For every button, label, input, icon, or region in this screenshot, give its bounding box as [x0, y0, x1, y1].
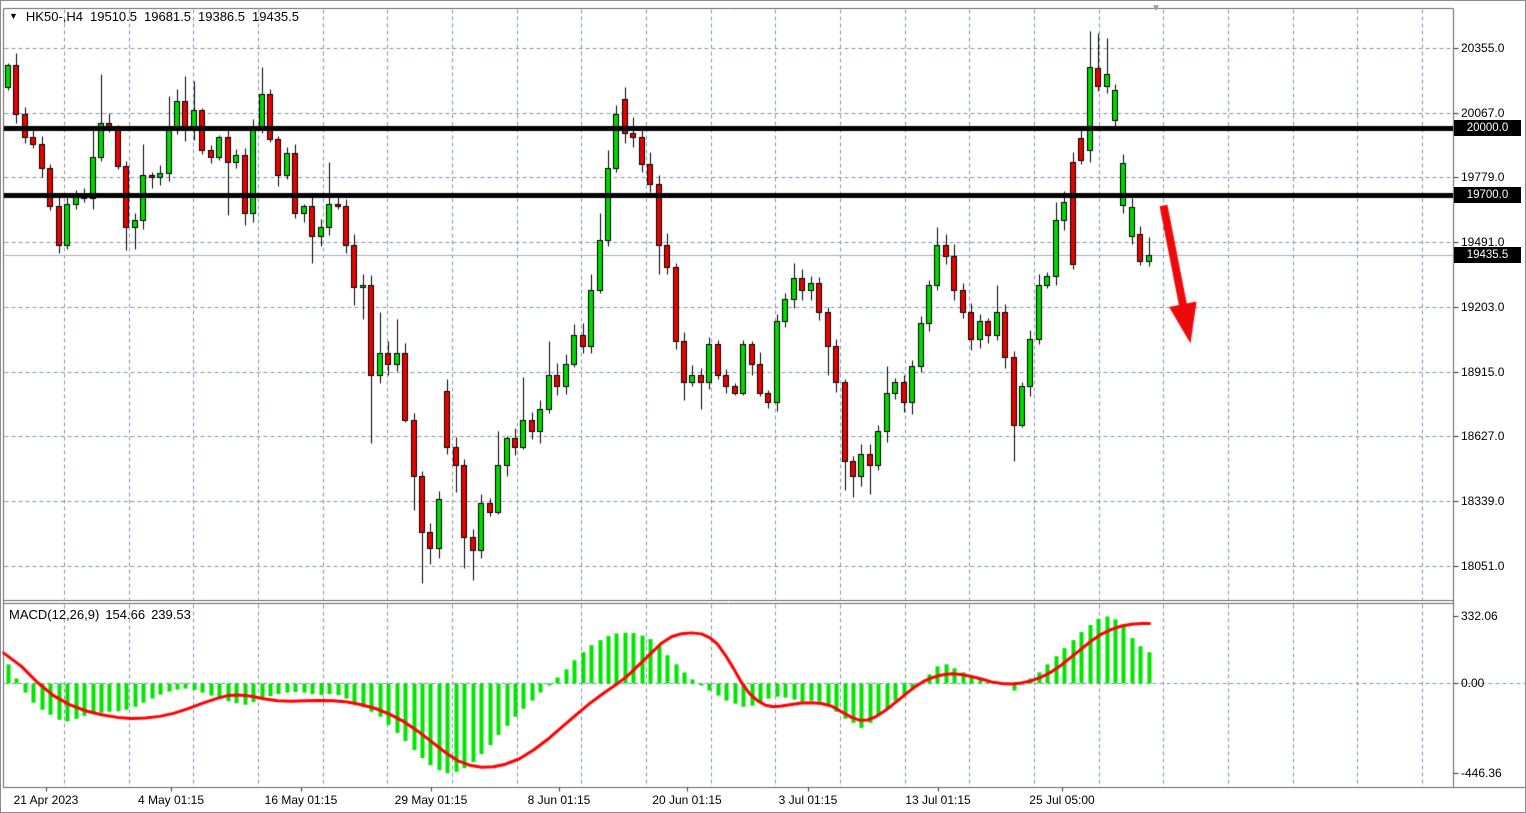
- price-tick-label: 18915.0: [1461, 364, 1505, 379]
- time-tick-label: 8 Jun 01:15: [527, 793, 591, 807]
- symbol-quote-line: ▼ HK50-,H4 19510.5 19681.5 19386.5 19435.5: [9, 9, 299, 24]
- macd-tick-label: 332.06: [1461, 609, 1498, 624]
- price-tick-label: 19491.0: [1461, 235, 1505, 250]
- price-tick-label: 20355.0: [1461, 41, 1505, 55]
- price-tick-label: 18051.0: [1461, 558, 1505, 573]
- current-price-badge: 19435.5: [1454, 246, 1521, 263]
- macd-main-value: 154.66: [105, 607, 146, 622]
- price-tick-label: 18339.0: [1461, 494, 1505, 509]
- time-tick-label: 4 May 01:15: [137, 793, 205, 807]
- macd-signal-value: 239.53: [151, 607, 191, 622]
- level-price-badge: 20000.0: [1454, 119, 1521, 136]
- time-tick-label: 21 Apr 2023: [13, 793, 79, 807]
- time-tick-label: 25 Jul 05:00: [1029, 793, 1095, 807]
- quote-close: 19435.5: [252, 9, 299, 24]
- quote-high: 19681.5: [144, 9, 191, 24]
- quote-low: 19386.5: [198, 9, 245, 24]
- macd-name: MACD(12,26,9): [9, 607, 100, 622]
- time-tick-label: 3 Jul 01:15: [778, 793, 838, 807]
- macd-indicator-label: MACD(12,26,9) 154.66 239.53: [9, 607, 191, 622]
- macd-tick-label: -446.36: [1461, 766, 1502, 781]
- autoscroll-marker-icon[interactable]: ▼: [1151, 3, 1161, 14]
- sell-arrow-annotation[interactable]: [1153, 193, 1201, 353]
- level-price-badge: 19700.0: [1454, 187, 1521, 204]
- price-tick-label: 19203.0: [1461, 299, 1505, 314]
- time-tick-label: 16 May 01:15: [264, 793, 338, 807]
- symbol-period-label: HK50-,H4: [25, 9, 83, 24]
- price-tick-label: 18627.0: [1461, 429, 1505, 444]
- price-tick-label: 20067.0: [1461, 105, 1505, 120]
- time-tick-label: 20 Jun 01:15: [652, 793, 722, 807]
- quote-open: 19510.5: [90, 9, 137, 24]
- time-tick-label: 13 Jul 01:15: [905, 793, 971, 807]
- symbol-dropdown-icon: ▼: [9, 11, 18, 21]
- time-tick-label: 29 May 01:15: [394, 793, 468, 807]
- price-tick-label: 19779.0: [1461, 170, 1505, 185]
- macd-tick-label: 0.00: [1461, 676, 1485, 690]
